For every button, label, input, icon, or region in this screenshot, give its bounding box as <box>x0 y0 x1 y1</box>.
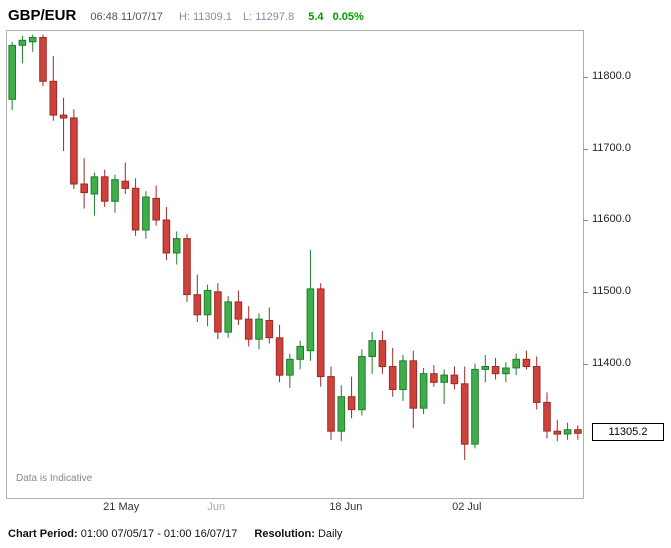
candle <box>409 360 418 409</box>
candle <box>183 238 191 296</box>
candle <box>502 367 510 375</box>
y-axis-label: 11400.0 <box>592 357 631 370</box>
y-axis-tick <box>583 364 588 366</box>
candle <box>121 180 130 189</box>
candle <box>142 196 150 231</box>
candle <box>347 396 356 411</box>
candle <box>563 429 572 435</box>
candle <box>543 401 551 432</box>
y-axis-label: 11700.0 <box>592 141 631 154</box>
candle <box>80 183 89 194</box>
symbol-label: GBP/EUR <box>8 7 77 24</box>
candle <box>481 366 490 370</box>
chart-footer: Chart Period: 01:00 07/05/17 - 01:00 16/… <box>8 528 356 540</box>
chart-period-value: 01:00 07/05/17 - 01:00 16/07/17 <box>80 528 238 540</box>
candle <box>162 219 171 254</box>
candle <box>491 366 500 375</box>
candle <box>378 340 387 368</box>
x-axis-label: Jun <box>207 501 226 513</box>
candlestick-chart <box>8 34 582 460</box>
candle <box>244 318 253 340</box>
candle <box>419 373 428 409</box>
candle <box>59 114 68 119</box>
y-axis-label: 11500.0 <box>592 285 631 298</box>
change-value: 5.4 <box>308 11 324 23</box>
candle <box>39 37 47 82</box>
candle <box>296 345 304 360</box>
chart-header: GBP/EUR 06:48 11/07/17 H: 11309.1 L: 112… <box>8 7 370 24</box>
candle <box>100 176 109 202</box>
candle <box>28 37 37 43</box>
low-value: 11297.8 <box>255 11 295 23</box>
candle <box>172 238 181 254</box>
candle <box>8 44 16 100</box>
candle <box>111 179 119 202</box>
resolution-label: Resolution: <box>254 528 315 540</box>
timestamp: 06:48 11/07/17 <box>90 11 163 23</box>
candle <box>275 337 284 376</box>
candle <box>399 360 407 390</box>
y-axis-label: 11800.0 <box>592 69 631 82</box>
x-axis-label: 21 May <box>103 501 140 513</box>
candle <box>316 288 325 378</box>
high-value: 11309.1 <box>193 11 232 23</box>
candle <box>471 368 479 445</box>
y-axis-tick <box>583 76 588 78</box>
candle <box>337 396 346 432</box>
candle <box>512 358 520 369</box>
data-indicative-note: Data is Indicative <box>16 473 93 484</box>
candle <box>388 366 397 390</box>
chart-period-label: Chart Period: <box>8 528 78 540</box>
change-readout: 5.4 0.05% <box>308 11 370 23</box>
y-axis-label: 11600.0 <box>592 213 631 226</box>
candle <box>224 301 232 333</box>
low-label: L: <box>243 11 253 23</box>
x-axis-label: 18 Jun <box>329 501 363 513</box>
high-low-readout: H: 11309.1 L: 11297.8 <box>179 11 302 23</box>
candle <box>450 374 459 385</box>
y-axis-tick <box>583 220 588 222</box>
candle <box>131 187 140 231</box>
resolution-value: Daily <box>317 528 343 540</box>
candle <box>214 291 222 333</box>
candle <box>70 117 78 185</box>
candle <box>306 288 315 352</box>
last-price-tag: 11305.2 <box>592 423 664 442</box>
candle <box>358 356 366 411</box>
candle <box>522 358 531 367</box>
candle <box>440 374 448 383</box>
candle <box>265 320 274 339</box>
y-axis-tick <box>583 292 588 294</box>
candle <box>18 39 27 46</box>
candle <box>255 318 263 340</box>
candle <box>368 340 376 358</box>
candle <box>193 294 202 316</box>
candle <box>553 430 562 435</box>
candle <box>327 376 335 432</box>
candle <box>234 301 243 320</box>
change-percent: 0.05% <box>332 11 364 23</box>
candle <box>430 373 438 383</box>
high-label: H: <box>178 11 190 23</box>
chart-plot-area[interactable] <box>6 30 584 499</box>
candle <box>532 366 541 403</box>
candle <box>286 358 294 376</box>
candle <box>203 289 212 316</box>
candle <box>574 429 582 434</box>
x-axis-label: 02 Jul <box>452 501 482 513</box>
candle <box>49 80 58 116</box>
candle <box>460 383 469 445</box>
y-axis-tick <box>583 148 588 150</box>
candle <box>152 197 160 221</box>
candle <box>90 176 99 195</box>
